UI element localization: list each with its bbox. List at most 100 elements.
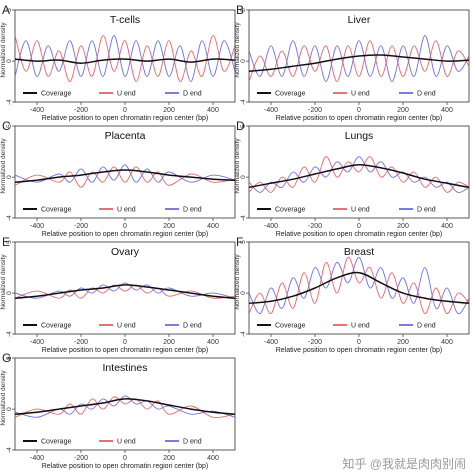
series-line-d-end [249, 35, 469, 83]
x-tick-label: 0 [123, 107, 127, 114]
y-axis-label: Normalized density [234, 254, 241, 310]
y-tick-label: 0 [6, 175, 13, 179]
x-tick-label: 400 [207, 339, 219, 346]
x-tick-label: -200 [308, 339, 322, 346]
chart-title: Ovary [111, 246, 140, 258]
legend-label-coverage: Coverage [41, 439, 71, 446]
watermark-text: 知乎 @我就是肉肉别闹 [342, 457, 466, 471]
panel-letter: E [2, 235, 10, 249]
legend-label-u-end: U end [351, 91, 370, 98]
legend-label-u-end: U end [117, 207, 136, 214]
series-line-u-end [15, 284, 235, 299]
panel-a: A T-cells -4 0 5 Normalized density -400 -200 0 2… [0, 3, 236, 122]
x-tick-label: -400 [264, 223, 278, 230]
x-axis-label: Relative position to open chromatin regi… [42, 115, 209, 122]
x-tick-label: -400 [264, 107, 278, 114]
x-tick-label: 400 [207, 107, 219, 114]
x-tick-label: 0 [123, 339, 127, 346]
x-axis-label: Relative position to open chromatin regi… [42, 463, 209, 470]
series-line-u-end [15, 396, 235, 419]
series-line-coverage [249, 271, 469, 305]
x-tick-label: 0 [123, 223, 127, 230]
legend-label-coverage: Coverage [275, 207, 305, 214]
x-tick-label: 200 [397, 223, 409, 230]
x-tick-label: 400 [441, 339, 453, 346]
x-tick-label: -200 [74, 455, 88, 462]
y-tick-label: -4 [6, 99, 13, 105]
legend-label-d-end: D end [417, 207, 436, 214]
series-line-coverage [15, 169, 235, 183]
x-axis-label: Relative position to open chromatin regi… [276, 347, 443, 354]
legend-label-d-end: D end [417, 91, 436, 98]
y-tick-label: 5 [6, 8, 13, 12]
x-tick-label: -400 [30, 455, 44, 462]
y-tick-label: 5 [240, 124, 247, 128]
panel-letter: F [236, 235, 243, 249]
legend-label-d-end: D end [183, 323, 202, 330]
y-tick-label: 0 [6, 59, 13, 63]
legend-label-u-end: U end [351, 323, 370, 330]
y-tick-label: -4 [240, 215, 247, 221]
legend-label-d-end: D end [417, 323, 436, 330]
x-tick-label: 0 [123, 455, 127, 462]
series-line-d-end [249, 256, 469, 315]
x-tick-label: 400 [207, 455, 219, 462]
y-tick-label: 5 [6, 124, 13, 128]
legend-label-d-end: D end [183, 207, 202, 214]
legend-label-coverage: Coverage [41, 207, 71, 214]
legend-label-coverage: Coverage [41, 323, 71, 330]
legend-label-coverage: Coverage [275, 91, 305, 98]
x-axis-label: Relative position to open chromatin regi… [42, 231, 209, 238]
series-line-u-end [249, 156, 469, 193]
y-axis-label: Normalized density [0, 370, 7, 426]
series-line-coverage [249, 164, 469, 189]
y-tick-label: -4 [6, 331, 13, 337]
chart-title: Breast [344, 246, 374, 258]
legend-label-u-end: U end [351, 207, 370, 214]
panel-c: C Placenta -4 0 5 Normalized density -400 -200 0… [0, 119, 236, 238]
chart-title: Placenta [105, 130, 146, 142]
legend-label-u-end: U end [117, 439, 136, 446]
x-tick-label: 200 [397, 339, 409, 346]
legend-label-d-end: D end [183, 91, 202, 98]
y-tick-label: -4 [240, 331, 247, 337]
panel-d: D Lungs -4 0 5 Normalized density -400 -200 0 200… [234, 119, 470, 238]
y-tick-label: 5 [240, 8, 247, 12]
legend-label-u-end: U end [117, 91, 136, 98]
x-tick-label: 0 [357, 107, 361, 114]
y-axis-label: Normalized density [234, 138, 241, 194]
panel-g: G Intestines -4 0 5 Normalized density -400 -20… [0, 351, 236, 470]
x-tick-label: -200 [74, 339, 88, 346]
series-line-coverage [15, 398, 235, 415]
chart-title: Lungs [345, 130, 374, 142]
x-tick-label: 400 [441, 107, 453, 114]
x-tick-label: 200 [163, 223, 175, 230]
series-line-d-end [15, 164, 235, 183]
series-line-u-end [249, 256, 469, 315]
x-tick-label: 200 [163, 339, 175, 346]
x-tick-label: -200 [74, 107, 88, 114]
x-tick-label: -400 [264, 339, 278, 346]
y-axis-label: Normalized density [234, 22, 241, 78]
panel-e: E Ovary -4 0 5 Normalized density -400 -200 0 200… [0, 235, 236, 354]
y-tick-label: 0 [6, 407, 13, 411]
series-line-d-end [249, 156, 469, 193]
y-axis-label: Normalized density [0, 138, 7, 194]
x-tick-label: -200 [308, 107, 322, 114]
x-tick-label: 200 [163, 107, 175, 114]
x-tick-label: -400 [30, 339, 44, 346]
panel-letter: B [236, 3, 244, 17]
y-axis-label: Normalized density [0, 22, 7, 78]
legend-label-u-end: U end [117, 323, 136, 330]
chart-title: Liver [348, 14, 371, 26]
y-tick-label: 0 [240, 291, 247, 295]
series-line-coverage [15, 58, 235, 64]
legend-label-coverage: Coverage [275, 323, 305, 330]
y-axis-label: Normalized density [0, 254, 7, 310]
x-tick-label: 0 [357, 223, 361, 230]
series-line-u-end [249, 40, 469, 83]
series-line-d-end [15, 35, 235, 83]
y-tick-label: 0 [240, 175, 247, 179]
y-tick-label: -4 [240, 99, 247, 105]
